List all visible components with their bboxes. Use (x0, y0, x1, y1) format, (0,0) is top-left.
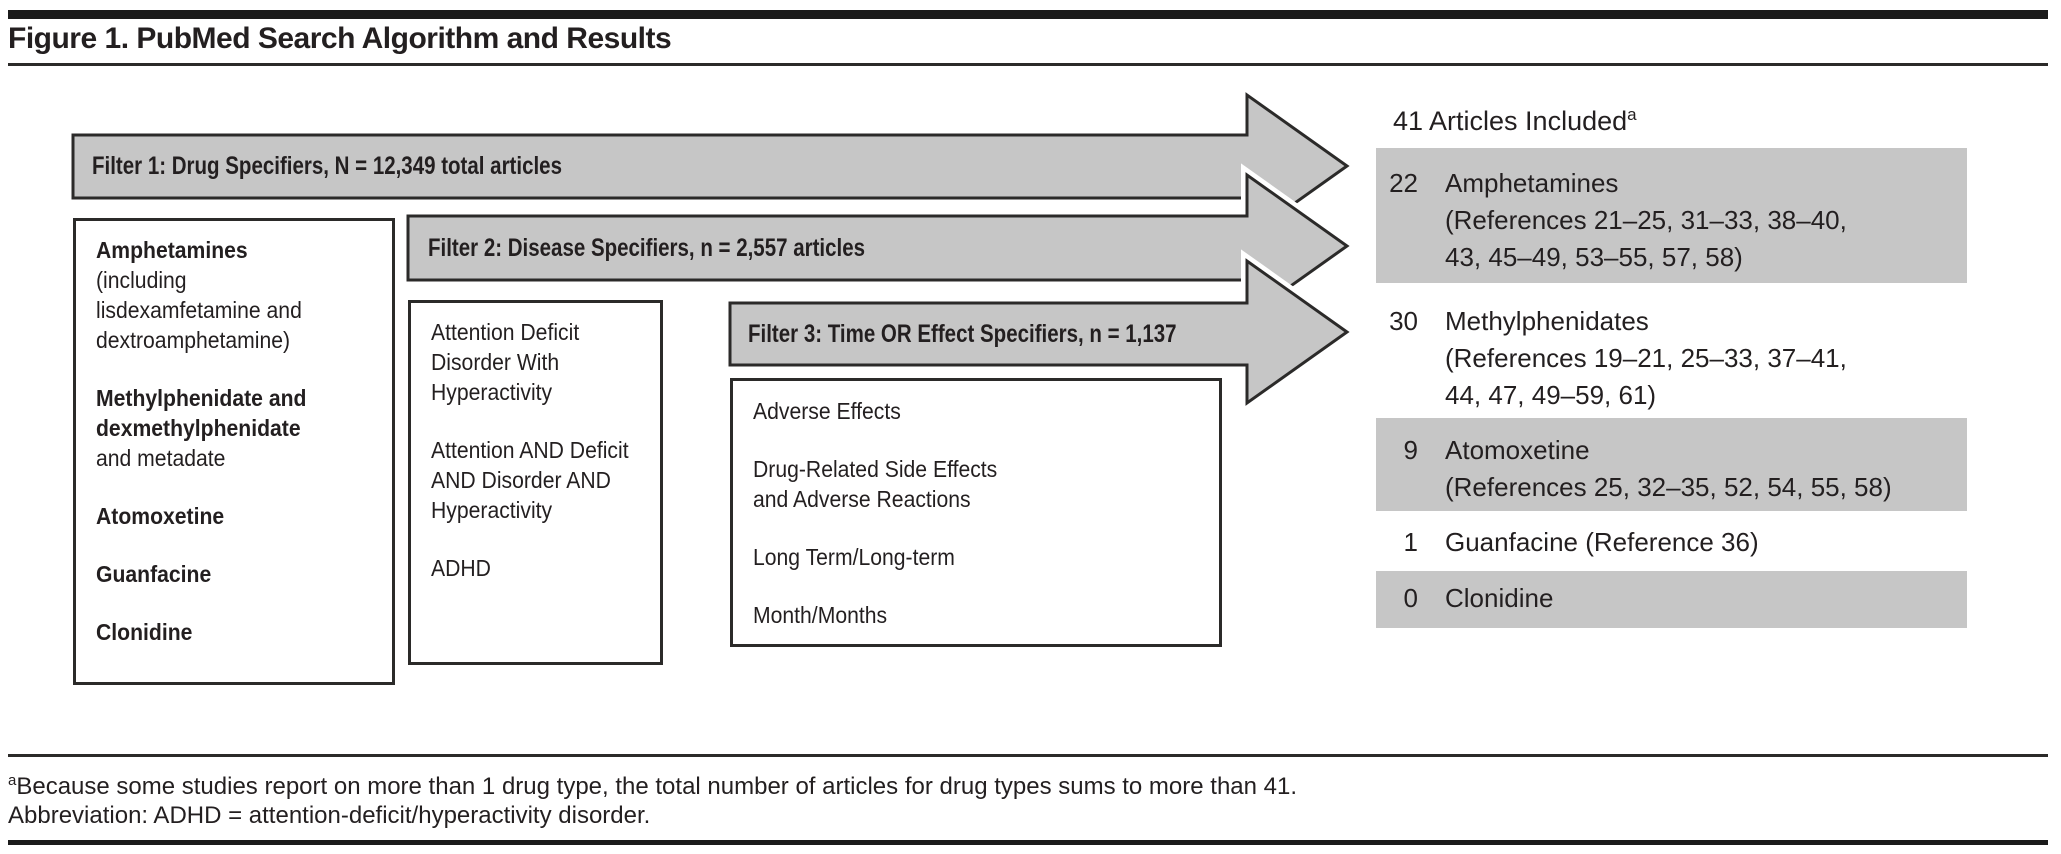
result-count: 1 (1403, 527, 1418, 557)
drug-entry-line: Amphetamines (96, 237, 248, 263)
drug-entry: Clonidine (96, 617, 386, 647)
result-line: (References 19–21, 25–33, 37–41, (1445, 343, 1847, 373)
disease-term-line: Hyperactivity (431, 497, 553, 523)
filter-1-label: Filter 1: Drug Specifiers, N = 12,349 to… (92, 152, 562, 180)
result-row: 30 Methylphenidates (References 19–21, 25–… (1376, 293, 1967, 417)
footnote-top-rule (8, 754, 2048, 757)
title-underline-rule (8, 63, 2048, 66)
result-count: 22 (1389, 168, 1418, 198)
disease-term: Attention Deficit Disorder With Hyperactiv… (431, 317, 656, 407)
drug-entry-line: dexmethylphenidate (96, 415, 301, 441)
disease-term-line: Hyperactivity (431, 379, 553, 405)
result-line: Clonidine (1445, 583, 1554, 613)
drug-entry-line: Atomoxetine (96, 503, 225, 529)
disease-term: ADHD (431, 553, 656, 583)
result-line: (References 21–25, 31–33, 38–40, (1445, 205, 1847, 235)
result-lines: Methylphenidates (References 19–21, 25–33… (1445, 303, 1847, 414)
drug-entry: Methylphenidate and dexmethylphenidate and… (96, 383, 386, 473)
time-effect-term-line: Adverse Effects (753, 398, 901, 424)
drug-entry: Guanfacine (96, 559, 386, 589)
disease-term-line: AND Disorder AND (431, 467, 611, 493)
drug-entry: Amphetamines (including lisdexamfetamine a… (96, 235, 386, 355)
disease-term-line: ADHD (431, 555, 491, 581)
drug-entry: Atomoxetine (96, 501, 386, 531)
drug-specifiers-box: Amphetamines (including lisdexamfetamine a… (73, 218, 395, 685)
footnote-abbreviation: Abbreviation: ADHD = attention-deficit/h… (8, 802, 651, 829)
drug-entry-line: Methylphenidate and (96, 385, 307, 411)
result-line: 44, 47, 49–59, 61) (1445, 380, 1657, 410)
time-effect-specifiers-box: Adverse Effects Drug-Related Side Effects… (730, 378, 1222, 647)
result-row: 1 Guanfacine (Reference 36) (1376, 521, 1967, 561)
result-line: Atomoxetine (1445, 435, 1590, 465)
results-heading: 41 Articles Includeda (1393, 105, 1637, 137)
result-lines: Clonidine (1445, 580, 1553, 617)
footnote-note-text: Because some studies report on more than… (16, 773, 1298, 800)
result-count: 9 (1403, 435, 1418, 465)
footnote-superscript: a (8, 772, 17, 789)
result-line: Amphetamines (1445, 168, 1619, 198)
drug-entry-line: (including (96, 267, 187, 293)
drug-entry-line: Clonidine (96, 619, 193, 645)
time-effect-term-line: Drug-Related Side Effects (753, 456, 998, 482)
result-count: 30 (1389, 306, 1418, 336)
result-row: 0 Clonidine (1376, 571, 1967, 628)
result-line: 43, 45–49, 53–55, 57, 58) (1445, 242, 1743, 272)
time-effect-term: Drug-Related Side Effects and Adverse Rea… (753, 454, 1209, 514)
time-effect-term: Long Term/Long-term (753, 542, 1209, 572)
time-effect-term-line: and Adverse Reactions (753, 486, 971, 512)
result-lines: Atomoxetine (References 25, 32–35, 52, 54… (1445, 432, 1892, 506)
result-count: 0 (1403, 583, 1418, 613)
result-row: 22 Amphetamines (References 21–25, 31–33, … (1376, 148, 1967, 283)
figure-title: Figure 1. PubMed Search Algorithm and Re… (8, 22, 672, 55)
filter-2-label: Filter 2: Disease Specifiers, n = 2,557 … (428, 234, 866, 262)
result-row: 9 Atomoxetine (References 25, 32–35, 52, 5… (1376, 418, 1967, 511)
time-effect-term: Month/Months (753, 600, 1209, 630)
result-lines: Amphetamines (References 21–25, 31–33, 38… (1445, 165, 1847, 276)
result-lines: Guanfacine (Reference 36) (1445, 524, 1759, 561)
top-rule (8, 10, 2048, 19)
disease-term: Attention AND Deficit AND Disorder AND Hyp… (431, 435, 656, 525)
disease-term-line: Attention AND Deficit (431, 437, 629, 463)
drug-entry-line: and metadate (96, 445, 226, 471)
footnote-note: aBecause some studies report on more tha… (8, 764, 1297, 804)
result-line: Methylphenidates (1445, 306, 1649, 336)
result-line: Guanfacine (Reference 36) (1445, 527, 1759, 557)
drug-entry-line: dextroamphetamine) (96, 327, 291, 353)
disease-term-line: Disorder With (431, 349, 560, 375)
time-effect-term-line: Long Term/Long-term (753, 544, 955, 570)
drug-entry-line: Guanfacine (96, 561, 212, 587)
results-panel: 22 Amphetamines (References 21–25, 31–33, … (1376, 0, 1967, 854)
results-heading-text: 41 Articles Included (1393, 106, 1628, 136)
result-line: (References 25, 32–35, 52, 54, 55, 58) (1445, 472, 1892, 502)
results-heading-superscript: a (1627, 105, 1637, 124)
time-effect-term-line: Month/Months (753, 602, 888, 628)
filter-3-label: Filter 3: Time OR Effect Specifiers, n =… (748, 320, 1177, 348)
bottom-rule (8, 840, 2048, 845)
disease-term-line: Attention Deficit (431, 319, 580, 345)
drug-entry-line: lisdexamfetamine and (96, 297, 302, 323)
disease-specifiers-box: Attention Deficit Disorder With Hyperactiv… (408, 300, 663, 665)
time-effect-term: Adverse Effects (753, 396, 1209, 426)
